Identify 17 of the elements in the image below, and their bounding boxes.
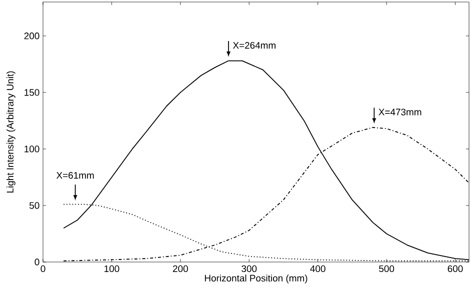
annotation: X=61mm [56, 172, 94, 179]
y-axis-title: Light Intensity (Arbitrary Unit) [6, 71, 16, 192]
y-tick-label: 100 [24, 146, 40, 152]
x-axis-title: Horizontal Position (mm) [204, 274, 308, 284]
x-tick-label: 0 [40, 265, 46, 272]
annotation: X=264mm [232, 42, 276, 49]
y-tick-label: 50 [29, 202, 40, 209]
x-tick-label: 100 [104, 265, 120, 272]
annotation: X=473mm [378, 108, 422, 116]
y-tick-label: 200 [24, 32, 40, 40]
x-tick-label: 400 [310, 265, 326, 272]
y-tick-label: 0 [34, 258, 40, 266]
y-tick-label: 150 [24, 89, 40, 96]
x-tick-label: 300 [242, 265, 257, 272]
x-tick-label: 500 [379, 265, 394, 272]
x-tick-label: 600 [448, 265, 463, 272]
x-tick-label: 200 [172, 265, 188, 272]
